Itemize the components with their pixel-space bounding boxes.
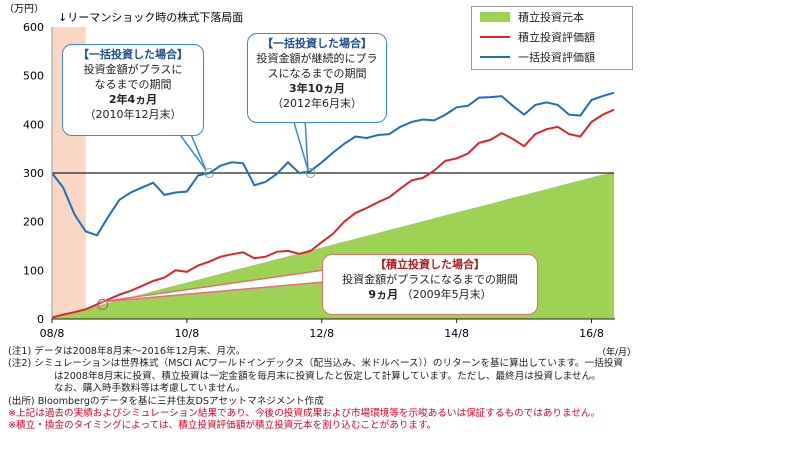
y-unit: （万円） [4,3,44,15]
callout-accum: 【積立投資した場合】 投資金額がプラスになるまでの期間 9ヵ月 （2009年5月… [322,254,538,315]
legend-item-principal: 積立投資元本 [472,7,632,27]
y-tick-label: 0 [37,313,44,326]
legend-label-accumulated: 積立投資評価額 [518,31,595,44]
footnotes: (注1) データは2008年8月末～2016年12月末、月次。 (注2) シミュ… [8,346,788,433]
marker-lump2 [305,168,316,178]
y-tick-label: 500 [23,70,44,83]
callout-lump2-date: （2012年6月末） [272,97,362,110]
x-unit: （年/月） [597,346,636,358]
legend-line-accumulated [480,36,510,38]
callout-lump2-line1: 投資金額が継続的にプラ [256,52,378,65]
callout-lump2-period: 3年10ヵ月 [289,82,345,95]
legend-label-principal: 積立投資元本 [518,11,584,24]
y-tick-label: 600 [23,21,44,34]
callout-lump2-line2: スになるまでの期間 [267,67,367,80]
note-2a: (注2) シミュレーションは世界株式（MSCI ACワールドインデックス（配当込… [8,358,624,370]
callout-accum-head: 【積立投資した場合】 [375,258,485,271]
callout-accum-date: （2009年5月末） [401,288,492,301]
x-tick-label: 14/8 [444,327,469,340]
y-tick-label: 200 [23,216,44,229]
callout-lump1-head: 【一括投資した場合】 [78,48,188,61]
marker-accum [97,298,109,310]
series-accumulated-line [51,108,615,319]
note-2c: なお、購入時手数料等は考慮していません。 [54,383,246,395]
series-lumpsum-line [51,91,615,237]
x-tick-label: 08/8 [40,327,65,340]
x-tick-label: 10/8 [175,327,200,340]
note-source: (出所) Bloombergのデータを基に三井住友DSアセットマネジメント作成 [8,395,324,407]
legend-item-accumulated: 積立投資評価額 [472,27,632,47]
warning-1: ※上記は過去の実績およびシミュレーション結果であり、今後の投資成果および市場環境… [8,408,601,420]
callout-pointer-lump1 [176,131,207,171]
legend: 積立投資元本 積立投資評価額 一括投資評価額 [471,6,633,70]
y-tick-label: 400 [23,118,44,131]
callout-accum-period: 9ヵ月 [368,288,399,301]
callout-lump2-head: 【一括投資した場合】 [262,37,372,50]
callout-accum-period-row: 9ヵ月 （2009年5月末） [327,287,533,302]
note-1: (注1) データは2008年8月末～2016年12月末、月次。 [8,346,246,357]
callout-accum-line1: 投資金額がプラスになるまでの期間 [342,273,518,286]
callout-lump1-period: 2年4ヵ月 [108,93,158,106]
y-tick-label: 300 [23,167,44,180]
callout-lump2: 【一括投資した場合】 投資金額が継続的にプラ スになるまでの期間 3年10ヵ月 … [247,33,387,123]
note-2b: は2008年8月末に投資、積立投資は一定金額を毎月末に投資したと仮定して計算して… [54,370,601,382]
y-tick-label: 100 [23,264,44,277]
x-tick-label: 12/8 [309,327,334,340]
callout-lump1: 【一括投資した場合】 投資金額がプラスに なるまでの期間 2年4ヵ月 （2010… [62,44,204,136]
legend-label-lumpsum: 一括投資評価額 [518,51,595,64]
x-tick-label: 16/8 [579,327,604,340]
callout-lump1-line1: 投資金額がプラスに [83,63,183,76]
legend-item-lumpsum: 一括投資評価額 [472,47,632,67]
legend-swatch-principal [480,12,510,22]
chart-title: ↓リーマンショック時の株式下落局面 [58,10,243,24]
callout-pointer-lump2 [291,118,309,171]
warning-2: ※積立・換金のタイミングによっては、積立投資評価額が積立投資元本を割り込むことが… [8,420,437,432]
legend-line-lumpsum [480,56,510,58]
callout-lump1-date: （2010年12月末） [84,108,182,121]
callout-lump1-line2: なるまでの期間 [94,78,172,91]
marker-lump1 [204,168,215,178]
